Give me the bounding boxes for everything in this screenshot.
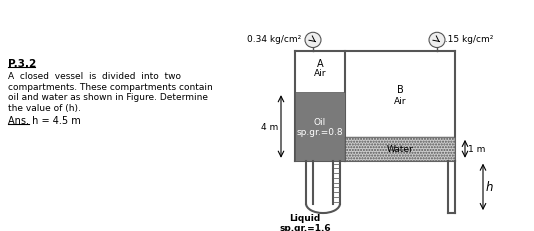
Text: 0.15 kg/cm²: 0.15 kg/cm²: [439, 34, 493, 43]
Text: the value of (h).: the value of (h).: [8, 103, 81, 112]
Circle shape: [429, 33, 445, 48]
Text: h: h: [486, 181, 493, 194]
Text: sp.gr.=1.6: sp.gr.=1.6: [279, 223, 331, 231]
Text: Water: Water: [387, 145, 413, 154]
Text: compartments. These compartments contain: compartments. These compartments contain: [8, 82, 213, 91]
Text: 4 m: 4 m: [261, 122, 278, 131]
Text: Ans. h = 4.5 m: Ans. h = 4.5 m: [8, 116, 81, 125]
Text: P.3.2: P.3.2: [8, 59, 36, 69]
Text: Liquid: Liquid: [289, 213, 320, 222]
Text: oil and water as shown in Figure. Determine: oil and water as shown in Figure. Determ…: [8, 93, 208, 102]
Text: sp.gr.=0.8: sp.gr.=0.8: [297, 127, 343, 136]
Text: Oil: Oil: [314, 118, 326, 127]
Text: 0.34 kg/cm²: 0.34 kg/cm²: [247, 34, 301, 43]
Text: Air: Air: [314, 68, 326, 77]
Bar: [345, 137, 455, 161]
Circle shape: [305, 33, 321, 48]
Text: 1 m: 1 m: [468, 145, 485, 154]
Text: A: A: [317, 58, 323, 68]
Text: Air: Air: [394, 97, 406, 106]
Text: A  closed  vessel  is  divided  into  two: A closed vessel is divided into two: [8, 72, 181, 81]
Bar: [295, 93, 345, 161]
Bar: [345, 137, 455, 161]
Text: B: B: [397, 85, 403, 95]
